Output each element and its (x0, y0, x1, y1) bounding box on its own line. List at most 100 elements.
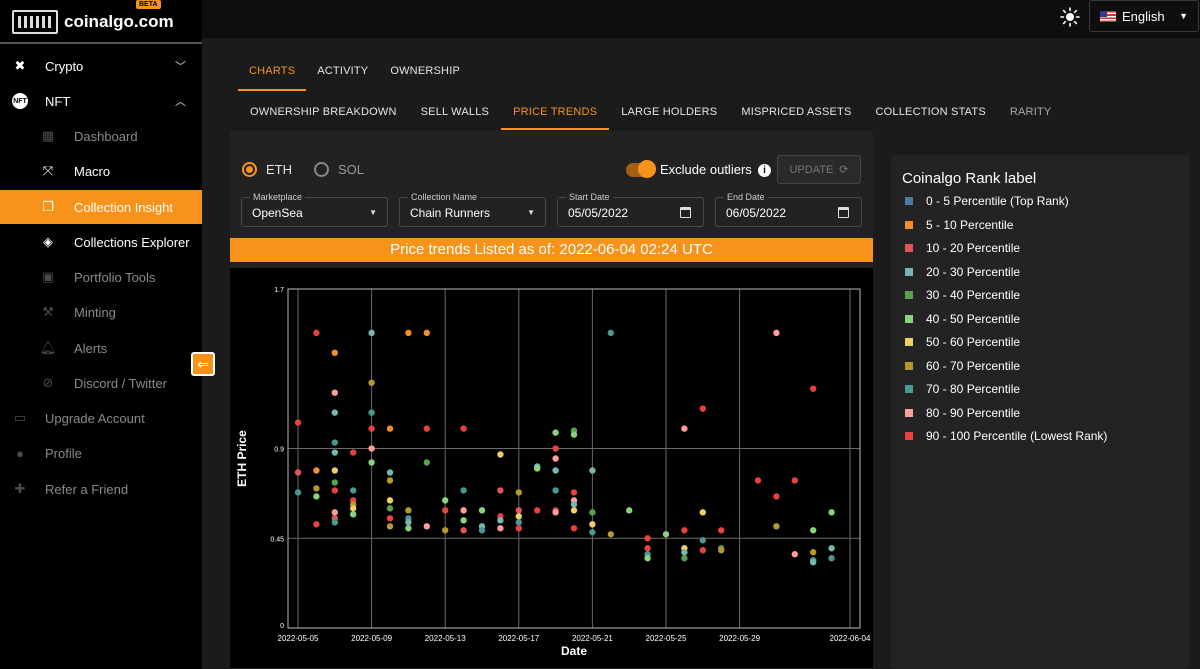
logo[interactable]: coinalgo.com (12, 6, 174, 38)
x-tick-label: 2022-05-09 (351, 634, 392, 643)
sidebar-item-label: Refer a Friend (45, 481, 129, 497)
scatter-point (497, 525, 504, 532)
hammer-icon: ⚒ (42, 304, 54, 319)
scatter-point (681, 425, 688, 432)
scatter-point (810, 558, 817, 566)
scatter-point (828, 545, 835, 552)
x-tick-label: 2022-05-05 (278, 634, 319, 643)
legend-item[interactable]: 40 - 50 Percentile (905, 311, 1020, 327)
tab-charts[interactable]: CHARTS (238, 60, 307, 91)
sidebar-item-nft[interactable]: NFT NFT ︿ (0, 84, 202, 118)
legend-item[interactable]: 30 - 40 Percentile (905, 287, 1020, 303)
scatter-point (810, 549, 817, 556)
sidebar-item-macro[interactable]: ⤧ Macro (0, 154, 202, 188)
scatter-point (699, 509, 706, 516)
scatter-point (423, 459, 430, 466)
scatter-point (294, 489, 302, 496)
collection-select[interactable]: Collection Name Chain Runners ▼ (399, 192, 546, 227)
subtab-price-trends[interactable]: PRICE TRENDS (501, 100, 610, 130)
scatter-point (570, 525, 578, 532)
collapse-sidebar-button[interactable]: ⇐ (191, 352, 215, 376)
end-date-field[interactable]: End Date 06/05/2022 (715, 192, 862, 227)
legend-item[interactable]: 10 - 20 Percentile (905, 240, 1020, 256)
scatter-point (386, 477, 394, 484)
language-select[interactable]: English ▼ (1089, 0, 1199, 32)
update-label: UPDATE (789, 163, 834, 176)
legend-item[interactable]: 70 - 80 Percentile (905, 381, 1020, 397)
scatter-point (350, 511, 357, 518)
start-date-field[interactable]: Start Date 05/05/2022 (557, 192, 704, 227)
scatter-point (644, 535, 651, 542)
chevron-up-icon: ︿ (175, 96, 186, 108)
legend-swatch (905, 267, 913, 276)
x-tick-label: 2022-05-13 (425, 634, 466, 643)
subtab-rarity[interactable]: RARITY (1009, 106, 1052, 118)
scatter-point (386, 523, 394, 530)
subtab-large-holders[interactable]: LARGE HOLDERS (621, 106, 718, 118)
scatter-point (460, 517, 467, 524)
legend-item[interactable]: 90 - 100 Percentile (Lowest Rank) (905, 428, 1107, 444)
sidebar-item-dashboard[interactable]: ▦ Dashboard (0, 119, 202, 153)
sidebar-item-profile[interactable]: ● Profile (0, 436, 202, 470)
scatter-point (515, 513, 522, 520)
legend-title: Coinalgo Rank label (902, 170, 1037, 187)
tab-activity[interactable]: ACTIVITY (317, 65, 369, 77)
scatter-point (607, 329, 614, 337)
subtab-sell-walls[interactable]: SELL WALLS (420, 106, 490, 118)
caret-down-icon: ▼ (369, 208, 377, 217)
legend-item[interactable]: 80 - 90 Percentile (905, 405, 1020, 421)
sidebar-item-crypto[interactable]: ✖ Crypto ﹀ (0, 49, 202, 83)
radio-sol[interactable]: SOL (314, 162, 364, 177)
legend-swatch (905, 385, 913, 393)
scatter-point (405, 519, 412, 526)
legend-item[interactable]: 60 - 70 Percentile (905, 358, 1020, 374)
sidebar-item-collection-insight[interactable]: ❐ Collection Insight (0, 190, 202, 224)
sidebar-item-minting[interactable]: ⚒ Minting (0, 295, 202, 329)
scatter-point (386, 425, 394, 432)
sidebar-item-refer-a-friend[interactable]: ✚ Refer a Friend (0, 472, 202, 506)
sidebar-item-label: Discord / Twitter (74, 375, 167, 391)
theme-toggle-sun-icon[interactable] (1060, 7, 1080, 27)
gift-icon: ✚ (14, 481, 26, 496)
calendar-icon[interactable] (680, 207, 691, 218)
sidebar-item-collections-explorer[interactable]: ◈ Collections Explorer (0, 225, 202, 259)
scatter-point (515, 525, 522, 532)
tab-ownership[interactable]: OWNERSHIP (390, 65, 460, 77)
marketplace-select[interactable]: Marketplace OpenSea ▼ (241, 192, 388, 227)
scatter-point (442, 527, 449, 534)
scatter-point (313, 329, 320, 337)
expand-icon: ⤧ (42, 163, 54, 178)
legend-item[interactable]: 0 - 5 Percentile (Top Rank) (905, 193, 1069, 209)
legend-item[interactable]: 20 - 30 Percentile (905, 264, 1020, 280)
legend-label: 5 - 10 Percentile (926, 217, 1014, 232)
legend-label: 70 - 80 Percentile (926, 382, 1021, 396)
scatter-point (331, 349, 338, 357)
subtab-ownership-breakdown[interactable]: OWNERSHIP BREAKDOWN (250, 106, 397, 118)
legend-swatch (905, 244, 913, 252)
caret-down-icon: ▼ (527, 208, 535, 217)
topbar: English ▼ (202, 0, 1200, 38)
radio-eth[interactable]: ETH (242, 162, 292, 177)
beta-badge: BETA (136, 0, 161, 9)
calendar-icon[interactable] (838, 207, 849, 218)
exclude-outliers-toggle[interactable] (626, 160, 656, 178)
subtab-mispriced-assets[interactable]: MISPRICED ASSETS (741, 106, 852, 118)
update-button[interactable]: UPDATE ⟳ (777, 155, 861, 184)
y-axis-label: ETH Price (235, 430, 249, 487)
info-icon[interactable]: i (758, 164, 771, 177)
sidebar-item-alerts[interactable]: 🔔︎ Alerts (0, 331, 202, 365)
legend-swatch (905, 220, 913, 229)
sidebar-item-upgrade-account[interactable]: ▭ Upgrade Account (0, 401, 202, 435)
legend-item[interactable]: 5 - 10 Percentile (905, 217, 1013, 233)
collection-label: Collection Name (408, 192, 481, 202)
scatter-point (754, 477, 762, 484)
sidebar-item-discord-twitter[interactable]: ⊘ Discord / Twitter (0, 366, 202, 400)
sidebar-item-portfolio-tools[interactable]: ▣ Portfolio Tools (0, 260, 202, 294)
scatter-point (294, 419, 302, 426)
main-tabs: CHARTS ACTIVITY OWNERSHIP (238, 60, 471, 91)
scatter-point (331, 439, 338, 446)
legend-item[interactable]: 50 - 60 Percentile (905, 334, 1020, 350)
scatter-point (497, 517, 504, 524)
subtab-collection-stats[interactable]: COLLECTION STATS (875, 106, 986, 118)
scatter-point (331, 467, 338, 474)
